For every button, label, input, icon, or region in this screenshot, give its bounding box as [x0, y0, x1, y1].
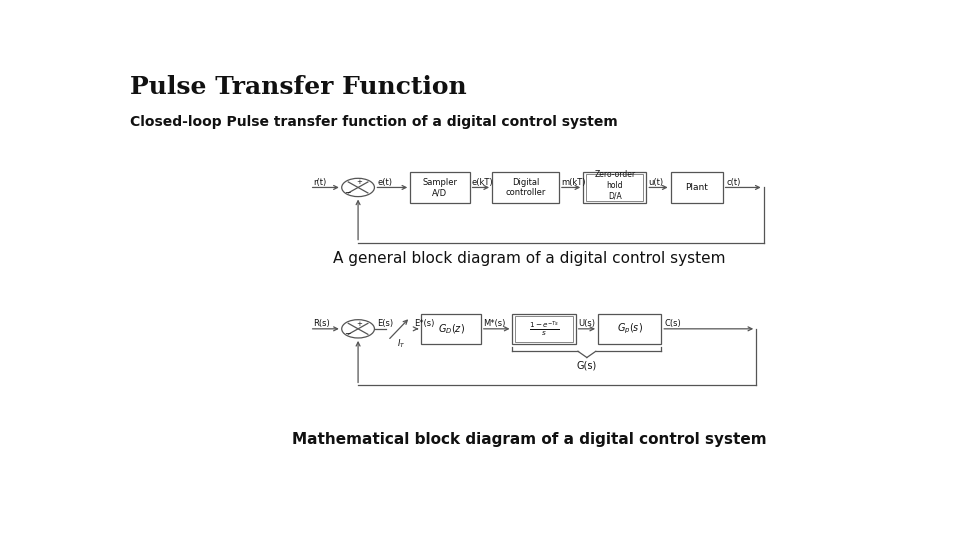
Bar — [598, 314, 661, 344]
Text: u(t): u(t) — [649, 178, 663, 186]
Text: E(s): E(s) — [377, 319, 394, 328]
Text: E*(s): E*(s) — [414, 319, 434, 328]
Text: Sampler
A/D: Sampler A/D — [422, 178, 457, 197]
Text: $I_T$: $I_T$ — [396, 337, 405, 349]
Text: U(s): U(s) — [578, 319, 595, 328]
Text: $G_D(z)$: $G_D(z)$ — [438, 322, 465, 336]
Bar — [410, 172, 469, 203]
Text: e(t): e(t) — [377, 178, 393, 186]
Text: R(s): R(s) — [313, 319, 330, 328]
Text: Closed-loop Pulse transfer function of a digital control system: Closed-loop Pulse transfer function of a… — [130, 114, 617, 129]
Text: A general block diagram of a digital control system: A general block diagram of a digital con… — [333, 251, 726, 266]
Text: −: − — [345, 188, 350, 197]
Text: G(s): G(s) — [577, 360, 597, 370]
Text: r(t): r(t) — [313, 178, 326, 186]
Text: Digital
controller: Digital controller — [505, 178, 545, 197]
Text: m(kT): m(kT) — [562, 178, 586, 186]
Bar — [587, 173, 643, 201]
Text: c(t): c(t) — [727, 178, 741, 186]
Text: Zero-order
hold
D/A: Zero-order hold D/A — [594, 171, 636, 200]
Text: $G_p(s)$: $G_p(s)$ — [616, 322, 642, 336]
Text: e(kT): e(kT) — [472, 178, 493, 186]
Bar — [421, 314, 481, 344]
Text: C(s): C(s) — [665, 319, 682, 328]
Bar — [583, 172, 646, 203]
Circle shape — [342, 178, 374, 197]
Bar — [670, 172, 723, 203]
Text: M*(s): M*(s) — [483, 319, 506, 328]
Text: −: − — [345, 329, 350, 339]
Bar — [516, 315, 573, 342]
Text: Plant: Plant — [685, 183, 708, 192]
Text: +: + — [356, 321, 362, 327]
Bar — [492, 172, 559, 203]
Bar — [513, 314, 576, 344]
Text: $\frac{1-e^{-Ts}}{s}$: $\frac{1-e^{-Ts}}{s}$ — [529, 320, 560, 338]
Circle shape — [342, 320, 374, 338]
Text: Mathematical block diagram of a digital control system: Mathematical block diagram of a digital … — [292, 431, 766, 447]
Text: +: + — [356, 179, 362, 185]
Text: Pulse Transfer Function: Pulse Transfer Function — [130, 75, 467, 99]
